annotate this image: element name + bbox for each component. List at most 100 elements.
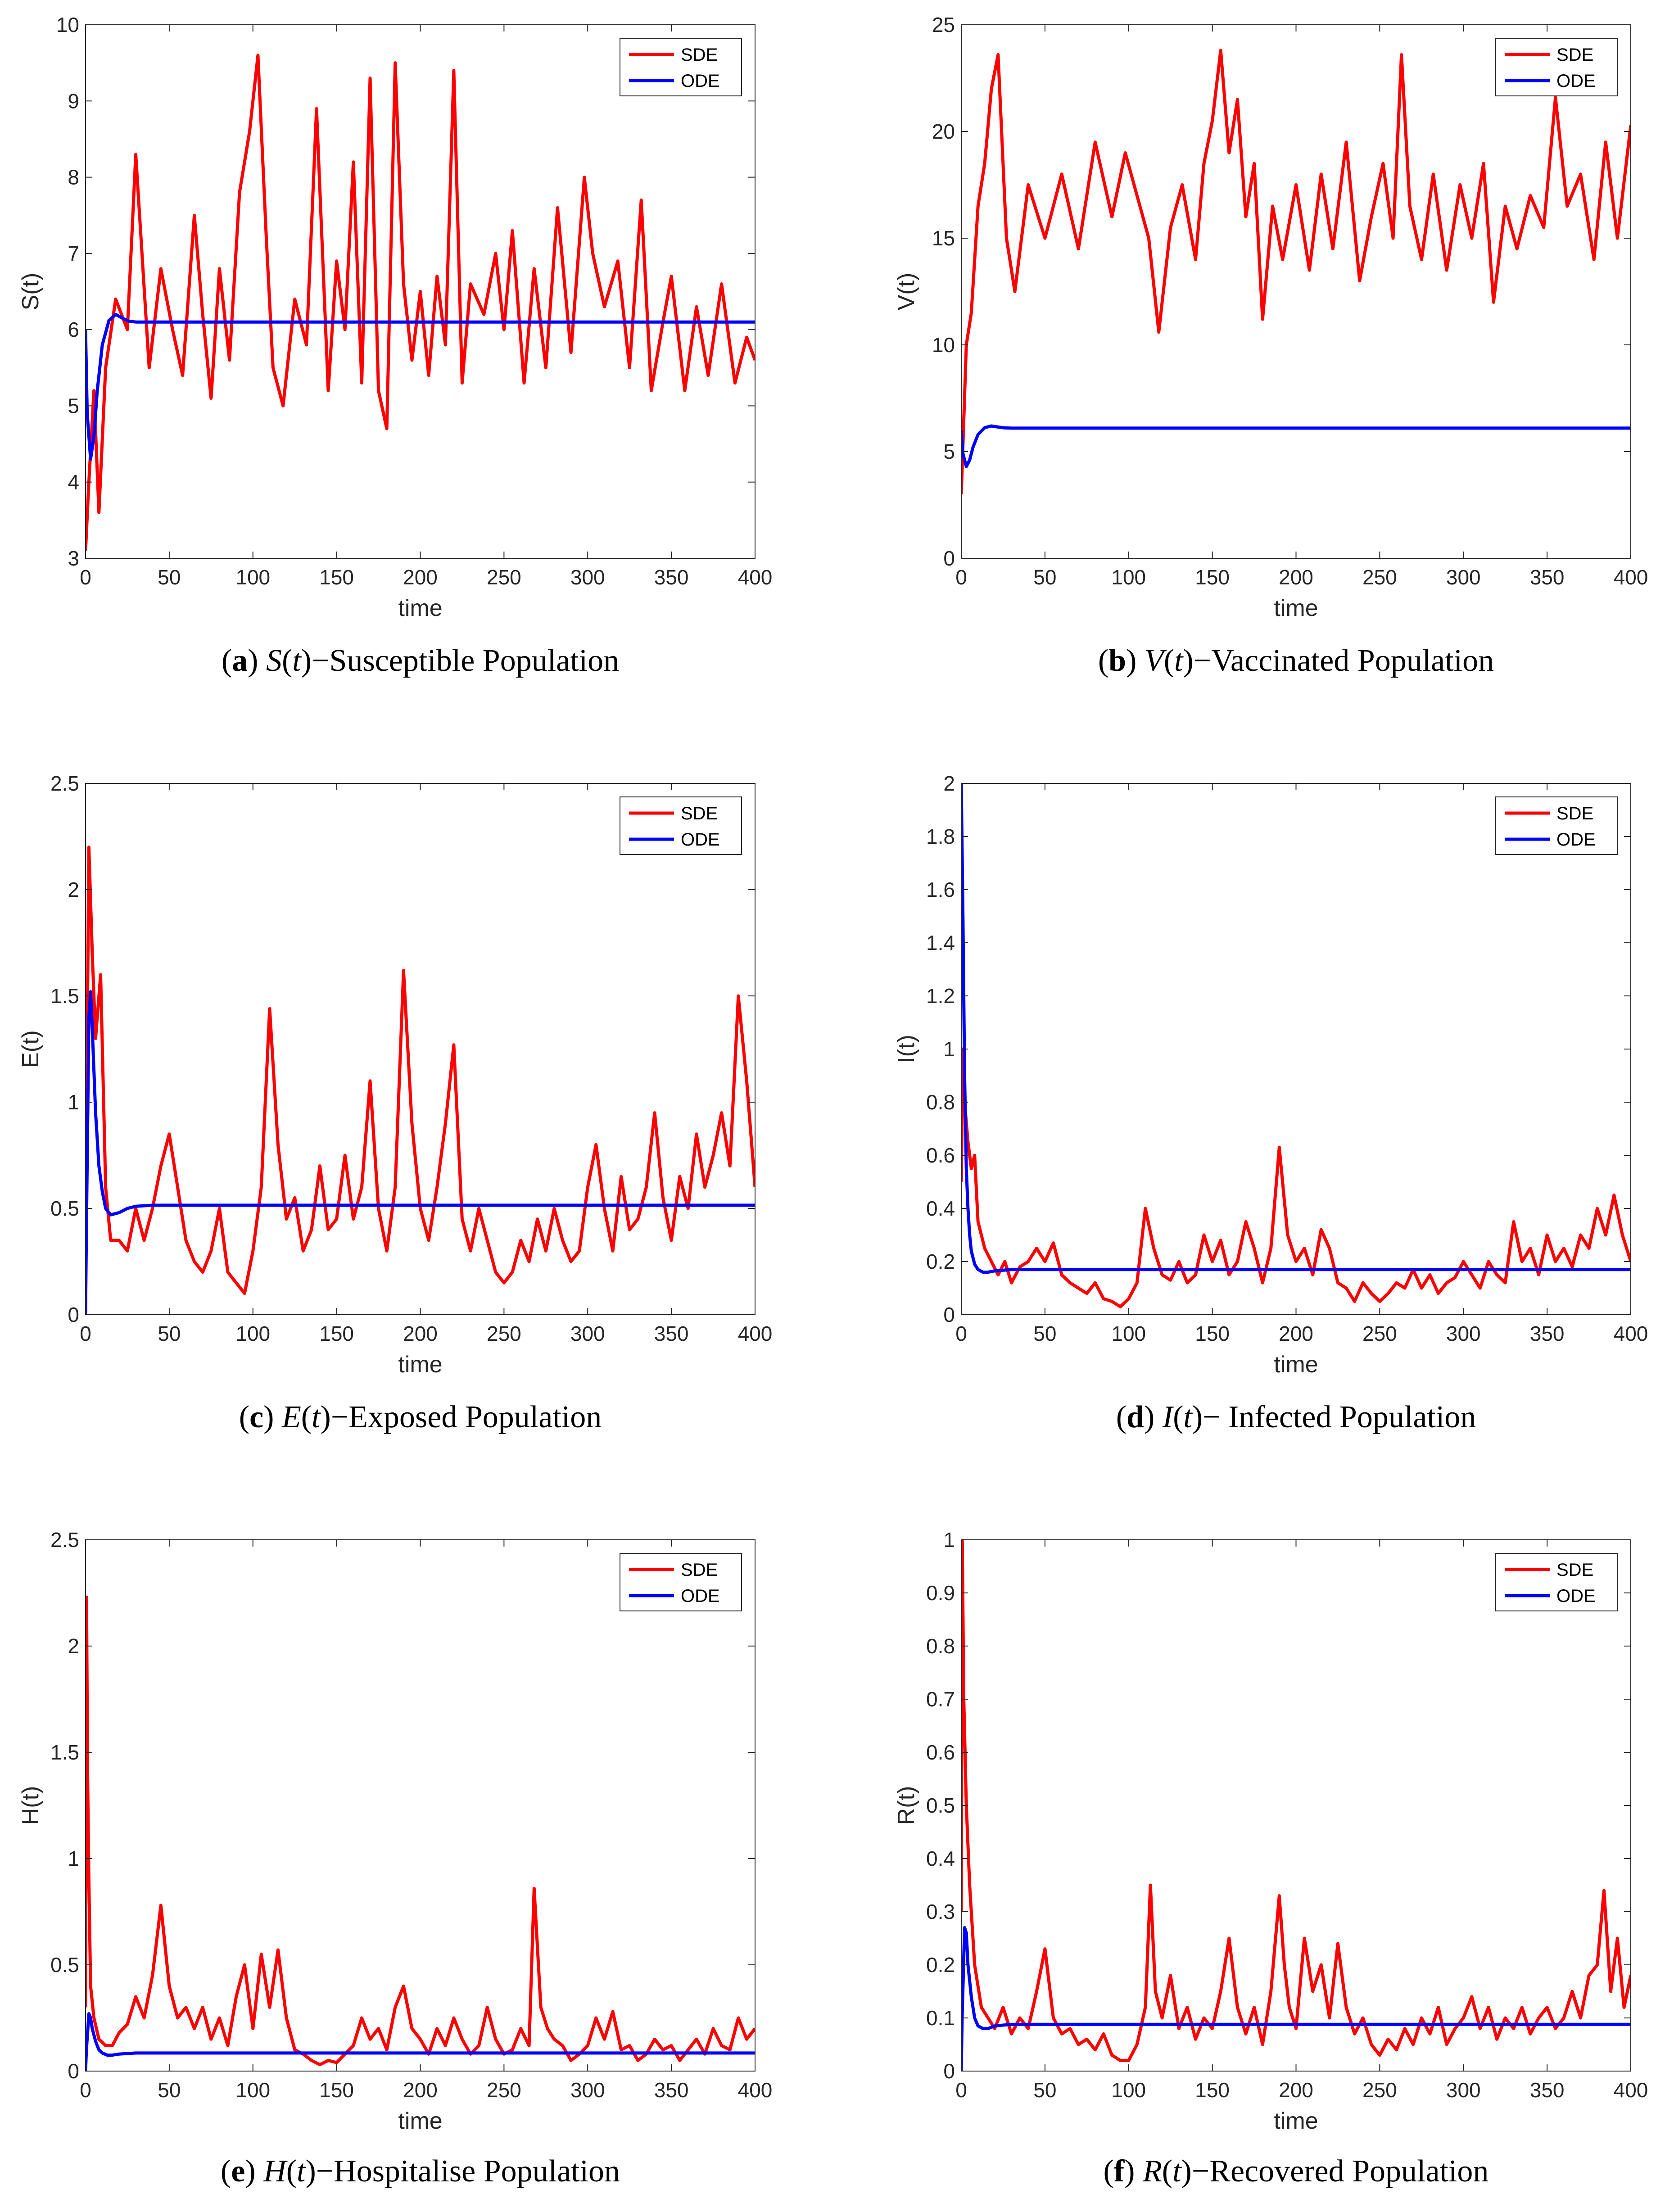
x-tick-label: 400: [738, 1322, 773, 1345]
series-line-ode: [86, 2012, 755, 2071]
legend: SDE ODE: [1495, 796, 1618, 855]
caption-part: t: [1174, 643, 1184, 678]
caption-part: (: [1162, 2154, 1172, 2189]
y-tick-label: 2.5: [50, 1528, 79, 1552]
x-axis-label: time: [398, 2108, 442, 2134]
y-tick-label: 0: [943, 547, 955, 570]
series-line-sde: [961, 1047, 1631, 1308]
x-axis-label: time: [1274, 595, 1318, 621]
x-tick-label: 300: [570, 1322, 605, 1345]
x-tick-label: 150: [319, 565, 354, 589]
caption-part: Exposed Population: [348, 1400, 602, 1434]
caption-part: Recovered Population: [1209, 2154, 1489, 2189]
caption: (f) R(t)−Recovered Population: [1104, 2154, 1489, 2189]
caption-part: (: [239, 1400, 249, 1434]
x-tick-label: 250: [1362, 1322, 1397, 1345]
caption-part: ): [1126, 643, 1145, 678]
y-axis-label: I(t): [893, 1035, 919, 1063]
x-tick-label: 300: [570, 565, 605, 589]
x-tick-label: 400: [1614, 565, 1648, 589]
caption: (e) H(t)−Hospitalise Population: [221, 2154, 620, 2189]
plot-area: [86, 783, 755, 1315]
x-tick-label: 250: [1362, 2078, 1397, 2102]
y-axis-label: S(t): [18, 273, 44, 311]
x-axis-label: time: [1274, 2108, 1318, 2134]
x-tick-label: 300: [1446, 1322, 1481, 1345]
x-tick-label: 350: [1530, 2078, 1565, 2102]
caption-part: ): [1124, 2154, 1143, 2189]
legend-label-ode: ODE: [681, 830, 720, 850]
caption-part: Susceptible Population: [330, 643, 620, 678]
caption-part: e: [231, 2154, 245, 2189]
legend-label-sde: SDE: [681, 45, 718, 65]
chart-a: 0 50 100 150 200 250 300 350 400345678910timeS(t…: [18, 13, 772, 678]
plot-area: [961, 783, 1631, 1315]
caption-part: t: [1172, 2154, 1182, 2189]
x-tick-label: 100: [235, 1322, 270, 1345]
y-tick-label: 7: [68, 242, 79, 265]
caption-part: a: [232, 643, 248, 678]
y-tick-label: 1.5: [50, 984, 79, 1008]
legend: SDE ODE: [620, 38, 742, 96]
y-tick-label: 2: [68, 1634, 79, 1658]
caption-part: (: [1104, 2154, 1114, 2189]
legend-label-sde: SDE: [681, 804, 718, 823]
caption-part: ): [1144, 1400, 1163, 1434]
legend-box: [1495, 796, 1618, 855]
series-line-sde: [961, 1540, 1631, 2062]
legend-box: [1495, 1553, 1618, 1611]
x-tick-label: 100: [1111, 2078, 1146, 2102]
caption-part: ): [1183, 643, 1193, 678]
legend-box: [620, 38, 742, 96]
y-tick-label: 1.2: [926, 984, 955, 1008]
y-tick-label: 0: [943, 1303, 955, 1326]
y-tick-label: 6: [68, 318, 79, 341]
y-tick-label: 0.6: [926, 1741, 955, 1764]
x-tick-label: 200: [403, 565, 438, 589]
x-tick-label: 400: [1614, 1322, 1648, 1345]
x-tick-label: 150: [1195, 2078, 1230, 2102]
x-axis-label: time: [398, 1352, 442, 1378]
x-tick-label: 0: [955, 565, 967, 589]
chart-f: 0 50 100 150 200 250 300 350 400 0 0.1 0.2 0.3 0.4 0.5…: [893, 1528, 1648, 2189]
y-axis-label: H(t): [18, 1786, 44, 1825]
caption-part: t: [297, 2154, 306, 2189]
x-tick-label: 350: [654, 2078, 689, 2102]
legend-box: [620, 1553, 742, 1611]
caption-part: R: [1142, 2154, 1162, 2189]
caption-part: −: [1203, 1400, 1220, 1434]
y-tick-label: 15: [932, 226, 955, 250]
x-tick-label: 400: [1614, 2078, 1648, 2102]
caption-part: Infected Population: [1221, 1400, 1476, 1434]
y-tick-label: 0.6: [926, 1144, 955, 1167]
x-tick-label: 100: [1111, 1322, 1146, 1345]
x-tick-label: 250: [1362, 565, 1397, 589]
y-tick-label: 3: [68, 547, 79, 570]
x-tick-label: 250: [487, 1322, 521, 1345]
x-tick-label: 150: [319, 1322, 354, 1345]
x-tick-label: 350: [1530, 1322, 1565, 1345]
y-axis-label: E(t): [18, 1030, 44, 1068]
y-tick-label: 1.5: [50, 1741, 79, 1764]
caption-part: f: [1114, 2154, 1125, 2189]
legend-box: [620, 796, 742, 855]
caption-part: t: [292, 643, 302, 678]
caption: (b) V(t)−Vaccinated Population: [1098, 643, 1494, 678]
plot-area: [961, 1540, 1631, 2071]
legend-label-ode: ODE: [681, 71, 720, 91]
caption-part: S: [266, 643, 282, 678]
x-tick-label: 200: [1279, 2078, 1313, 2102]
x-tick-label: 100: [1111, 565, 1146, 589]
y-tick-label: 0.8: [926, 1634, 955, 1658]
caption-part: Vaccinated Population: [1211, 643, 1494, 678]
caption-part: ): [301, 643, 312, 678]
series-line-ode: [86, 990, 755, 1315]
caption-part: ): [248, 643, 266, 678]
x-tick-label: 0: [955, 1322, 967, 1345]
y-tick-label: 1: [68, 1090, 79, 1114]
y-tick-label: 0.9: [926, 1581, 955, 1605]
y-tick-label: 1.4: [926, 931, 955, 954]
y-tick-label: 1: [68, 1847, 79, 1870]
caption-part: Hospitalise Population: [334, 2154, 620, 2189]
x-tick-label: 150: [1195, 1322, 1230, 1345]
